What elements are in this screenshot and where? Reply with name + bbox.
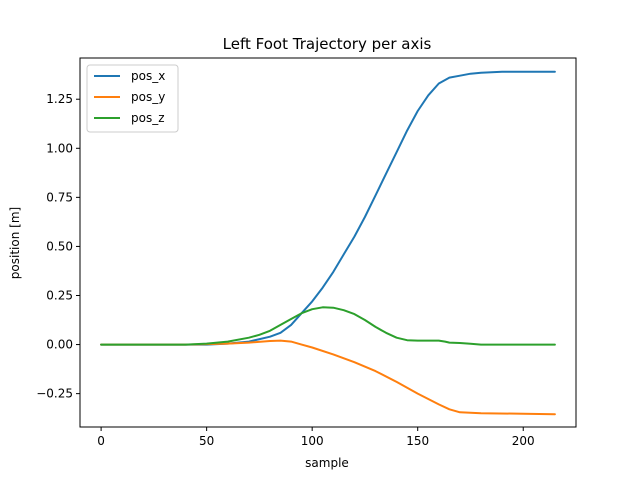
- y-tick-label: −0.25: [36, 387, 73, 401]
- x-axis-label: sample: [305, 456, 349, 470]
- chart-title: Left Foot Trajectory per axis: [223, 35, 432, 53]
- y-tick-label: 1.25: [46, 92, 73, 106]
- x-tick-label: 50: [199, 434, 214, 448]
- legend-label-pos-x: pos_x: [131, 69, 165, 83]
- x-tick-label: 200: [512, 434, 535, 448]
- series-line-pos-y: [100, 339, 556, 416]
- plot-frame: [79, 57, 577, 428]
- y-axis-label: position [m]: [8, 207, 22, 279]
- x-axis: 0 50 100 150 200: [97, 427, 535, 448]
- y-axis: −0.25 0.00 0.25 0.50 0.75 1.00 1.25: [36, 92, 80, 401]
- series-line-pos-z: [100, 306, 556, 346]
- legend-label-pos-z: pos_z: [131, 111, 165, 125]
- x-tick-label: 150: [406, 434, 429, 448]
- legend-label-pos-y: pos_y: [131, 90, 165, 104]
- y-tick-label: 0.50: [46, 239, 73, 253]
- legend: pos_x pos_y pos_z: [86, 64, 179, 133]
- y-tick-label: 0.75: [46, 190, 73, 204]
- y-tick-label: 1.00: [46, 141, 73, 155]
- series-lines: [100, 70, 556, 416]
- legend-box: [86, 64, 179, 133]
- x-tick-label: 100: [301, 434, 324, 448]
- x-tick-label: 0: [97, 434, 105, 448]
- y-tick-label: 0.00: [46, 338, 73, 352]
- y-tick-label: 0.25: [46, 288, 73, 302]
